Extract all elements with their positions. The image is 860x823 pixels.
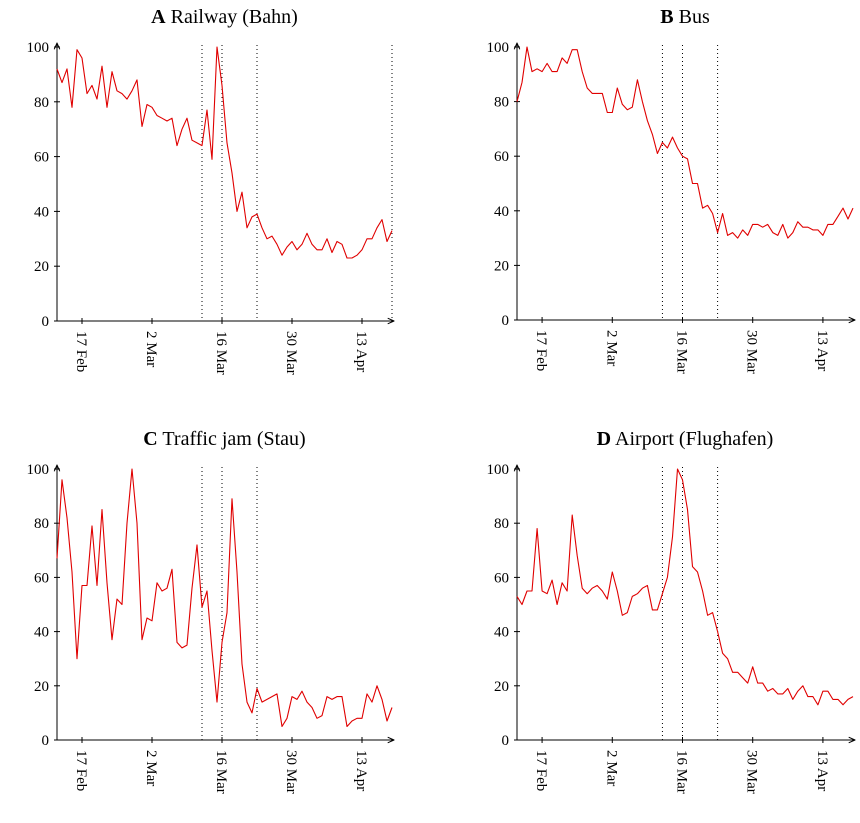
- x-tick-label: 16 Mar: [213, 331, 229, 375]
- x-tick-label: 2 Mar: [143, 750, 159, 786]
- x-tick-label: 2 Mar: [603, 330, 619, 366]
- panel-letter: D: [597, 428, 611, 450]
- y-tick-label: 100: [487, 40, 510, 56]
- panel-letter: A: [151, 6, 166, 28]
- y-tick-label: 40: [34, 625, 49, 641]
- y-tick-label: 20: [494, 679, 509, 695]
- y-tick-label: 20: [494, 258, 509, 274]
- x-tick-label: 16 Mar: [213, 750, 229, 794]
- y-tick-label: 40: [494, 625, 509, 641]
- y-tick-label: 100: [27, 40, 50, 56]
- y-tick-label: 60: [494, 570, 509, 586]
- x-tick-label: 16 Mar: [673, 330, 689, 374]
- panel: C Traffic jam (Stau) 0 20 40 60 80 100 17 Feb 2 …: [27, 428, 395, 794]
- panel-name: Railway (Bahn): [171, 6, 298, 28]
- y-tick-label: 0: [42, 314, 50, 330]
- x-tick-label: 30 Mar: [744, 750, 760, 794]
- panel-letter: B: [660, 6, 673, 28]
- y-tick-label: 100: [27, 462, 50, 478]
- data-line: [516, 468, 854, 706]
- x-tick-label: 16 Mar: [673, 750, 689, 794]
- panel-title: B Bus: [660, 6, 710, 28]
- data-line: [56, 468, 393, 728]
- y-tick-label: 20: [34, 679, 49, 695]
- y-tick-label: 100: [487, 462, 510, 478]
- x-tick-label: 17 Feb: [73, 331, 89, 372]
- panel-name: Traffic jam (Stau): [162, 428, 305, 450]
- y-tick-label: 40: [494, 204, 509, 220]
- data-line: [56, 46, 393, 259]
- y-tick-label: 80: [34, 95, 49, 111]
- x-tick-label: 30 Mar: [283, 331, 299, 375]
- y-tick-label: 40: [34, 204, 49, 220]
- panel-letter: C: [143, 428, 157, 450]
- panel-title: D Airport (Flughafen): [597, 428, 774, 450]
- x-tick-label: 2 Mar: [603, 750, 619, 786]
- x-tick-label: 13 Apr: [353, 750, 369, 791]
- x-tick-label: 17 Feb: [533, 750, 549, 791]
- y-tick-label: 60: [34, 570, 49, 586]
- panel: B Bus 0 20 40 60 80 100 17 Feb 2 Mar 16 Mar 30 Mar…: [487, 6, 856, 374]
- data-line: [516, 46, 854, 239]
- y-tick-label: 0: [502, 313, 510, 329]
- x-tick-label: 13 Apr: [353, 331, 369, 372]
- x-tick-label: 2 Mar: [143, 331, 159, 367]
- y-tick-label: 80: [494, 516, 509, 532]
- panel: A Railway (Bahn) 0 20 40 60 80 100 17 Feb 2 Mar 1…: [27, 6, 395, 375]
- y-tick-label: 0: [502, 733, 510, 749]
- panel-name: Airport (Flughafen): [615, 428, 773, 450]
- panel-title: C Traffic jam (Stau): [143, 428, 305, 450]
- y-tick-label: 80: [34, 516, 49, 532]
- y-tick-label: 0: [42, 733, 50, 749]
- y-tick-label: 60: [34, 150, 49, 166]
- x-tick-label: 30 Mar: [283, 750, 299, 794]
- x-tick-label: 13 Apr: [814, 330, 830, 371]
- x-tick-label: 17 Feb: [73, 750, 89, 791]
- y-tick-label: 20: [34, 259, 49, 275]
- y-tick-label: 60: [494, 149, 509, 165]
- y-tick-label: 80: [494, 95, 509, 111]
- panel-name: Bus: [679, 6, 710, 28]
- x-tick-label: 13 Apr: [814, 750, 830, 791]
- x-tick-label: 30 Mar: [744, 330, 760, 374]
- panel-title: A Railway (Bahn): [151, 6, 298, 28]
- x-tick-label: 17 Feb: [533, 330, 549, 371]
- panel: D Airport (Flughafen) 0 20 40 60 80 100 17 Feb 2…: [487, 428, 856, 794]
